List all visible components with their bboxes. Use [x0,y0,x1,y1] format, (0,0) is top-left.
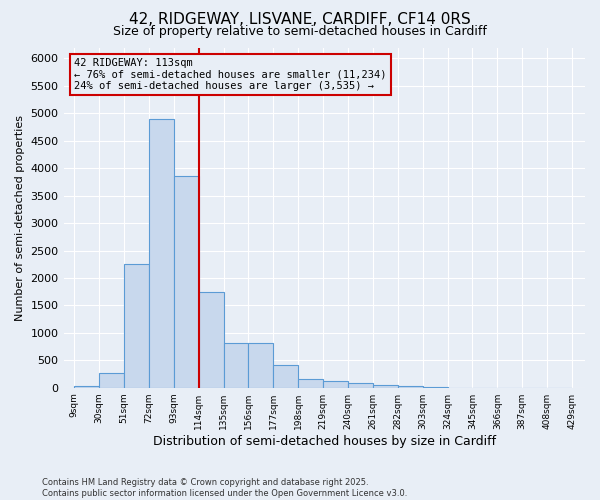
Text: 42 RIDGEWAY: 113sqm
← 76% of semi-detached houses are smaller (11,234)
24% of se: 42 RIDGEWAY: 113sqm ← 76% of semi-detach… [74,58,386,91]
Bar [274,365,298,388]
Bar [124,264,149,388]
Bar [398,386,422,388]
Bar [74,386,99,388]
Bar [373,384,398,388]
Bar [323,382,348,388]
X-axis label: Distribution of semi-detached houses by size in Cardiff: Distribution of semi-detached houses by … [153,434,496,448]
Bar [174,176,199,388]
Text: Contains HM Land Registry data © Crown copyright and database right 2025.
Contai: Contains HM Land Registry data © Crown c… [42,478,407,498]
Bar [422,387,448,388]
Text: 42, RIDGEWAY, LISVANE, CARDIFF, CF14 0RS: 42, RIDGEWAY, LISVANE, CARDIFF, CF14 0RS [129,12,471,28]
Bar [298,378,323,388]
Bar [149,119,174,388]
Bar [248,342,274,388]
Bar [199,292,224,388]
Bar [224,342,248,388]
Bar [99,373,124,388]
Y-axis label: Number of semi-detached properties: Number of semi-detached properties [15,114,25,320]
Bar [348,384,373,388]
Text: Size of property relative to semi-detached houses in Cardiff: Size of property relative to semi-detach… [113,25,487,38]
